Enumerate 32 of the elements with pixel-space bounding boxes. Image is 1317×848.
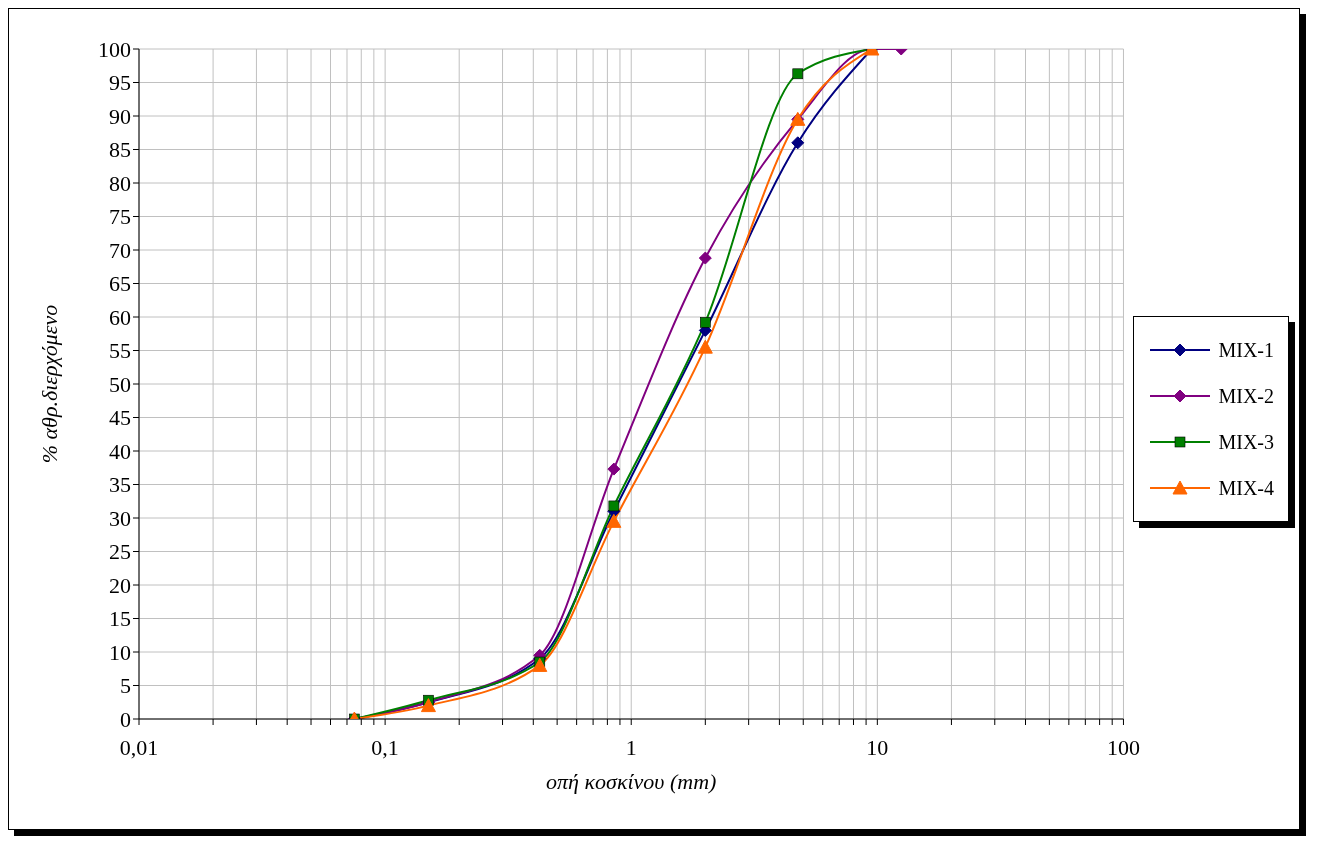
y-axis-title: % αθρ.διερχόμενο bbox=[36, 304, 62, 464]
y-tick-label: 60 bbox=[109, 304, 131, 330]
y-tick-label: 15 bbox=[109, 606, 131, 632]
x-tick-label: 100 bbox=[1106, 734, 1140, 760]
x-tick-label: 1 bbox=[625, 734, 637, 760]
y-tick-label: 85 bbox=[109, 137, 131, 163]
y-tick-label: 0 bbox=[120, 706, 131, 732]
y-tick-label: 100 bbox=[98, 36, 131, 62]
legend-label: MIX-2 bbox=[1218, 384, 1274, 408]
y-tick-label: 75 bbox=[109, 204, 131, 230]
y-tick-label: 25 bbox=[109, 539, 131, 565]
x-tick-label: 10 bbox=[866, 734, 889, 760]
y-tick-label: 80 bbox=[109, 170, 131, 196]
legend-label: MIX-3 bbox=[1218, 430, 1274, 454]
y-tick-label: 10 bbox=[109, 639, 131, 665]
x-tick-label: 0,1 bbox=[371, 734, 399, 760]
legend-label: MIX-4 bbox=[1218, 476, 1274, 500]
y-tick-label: 5 bbox=[120, 673, 131, 699]
y-tick-label: 20 bbox=[109, 572, 131, 598]
y-tick-label: 30 bbox=[109, 505, 131, 531]
y-tick-label: 45 bbox=[109, 405, 131, 431]
legend-label: MIX-1 bbox=[1218, 338, 1274, 362]
y-tick-label: 35 bbox=[109, 472, 131, 498]
y-tick-label: 50 bbox=[109, 371, 131, 397]
x-tick-label: 0,01 bbox=[119, 734, 159, 760]
y-tick-label: 70 bbox=[109, 237, 131, 263]
y-tick-label: 40 bbox=[109, 438, 131, 464]
y-tick-label: 55 bbox=[109, 338, 131, 364]
x-axis-title: οπή κοσκίνου (mm) bbox=[546, 769, 717, 794]
y-tick-label: 95 bbox=[109, 70, 131, 96]
y-tick-label: 90 bbox=[109, 103, 131, 129]
y-tick-label: 65 bbox=[109, 271, 131, 297]
